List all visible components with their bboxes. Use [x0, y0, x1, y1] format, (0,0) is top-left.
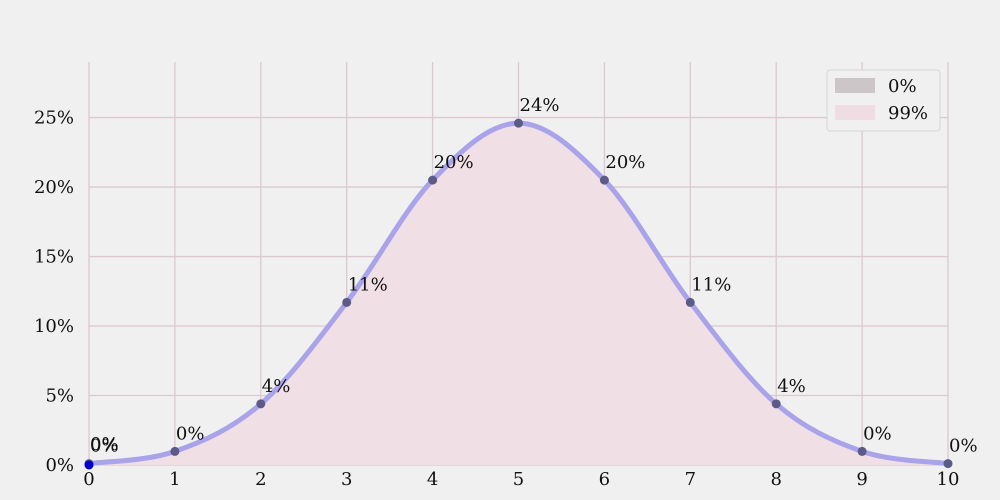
y-tick-label-5: 25% [34, 108, 74, 129]
legend-label-1: 99% [888, 103, 928, 124]
data-point-3 [342, 297, 352, 307]
data-label-10: 0% [949, 436, 978, 457]
y-tick-label-0: 0% [45, 455, 74, 476]
extra-data-label-0: 0% [90, 434, 119, 455]
data-label-7: 11% [691, 274, 731, 295]
data-point-6 [599, 175, 609, 185]
x-tick-label-0: 0 [83, 469, 94, 490]
data-label-1: 0% [176, 423, 205, 444]
data-point-9 [857, 446, 867, 456]
data-label-0: 0% [90, 436, 119, 457]
y-tick-label-2: 10% [34, 316, 74, 337]
data-point-7 [685, 297, 695, 307]
y-tick-label-1: 5% [45, 386, 74, 407]
y-tick-label-3: 15% [34, 247, 74, 268]
x-tick-label-3: 3 [341, 469, 352, 490]
data-label-3: 11% [348, 274, 388, 295]
data-point-10 [943, 459, 953, 469]
legend-swatch-0 [835, 78, 875, 93]
data-point-2 [256, 399, 266, 409]
origin-point [84, 460, 94, 470]
legend-swatch-1 [835, 105, 875, 120]
data-label-5: 24% [520, 95, 560, 116]
data-label-9: 0% [863, 423, 892, 444]
x-tick-label-4: 4 [427, 469, 438, 490]
x-tick-label-2: 2 [255, 469, 266, 490]
area-layer [89, 123, 948, 465]
data-labels: 0%0%4%11%20%24%20%11%4%0%0%0% [90, 95, 978, 456]
points-layer [84, 118, 953, 470]
legend: 0% 99% [826, 69, 941, 132]
x-tick-label-1: 1 [169, 469, 180, 490]
x-tick-label-9: 9 [856, 469, 867, 490]
x-tick-label-10: 10 [937, 469, 960, 490]
y-axis-ticks: 0% 5% 10% 15% 20% 25% [34, 108, 74, 476]
data-label-2: 4% [262, 376, 291, 397]
x-tick-label-6: 6 [599, 469, 610, 490]
data-point-5 [514, 118, 523, 128]
legend-label-0: 0% [888, 76, 917, 97]
x-tick-label-7: 7 [685, 469, 696, 490]
data-label-4: 20% [434, 152, 474, 173]
x-tick-label-8: 8 [770, 469, 781, 490]
data-label-6: 20% [605, 152, 645, 173]
data-point-8 [771, 399, 781, 409]
data-point-1 [170, 446, 180, 456]
x-axis-ticks: 0 1 2 3 4 5 6 7 8 9 10 [83, 469, 959, 490]
data-point-4 [428, 175, 438, 185]
area-fill [89, 123, 948, 465]
y-tick-label-4: 20% [34, 177, 74, 198]
data-label-8: 4% [777, 376, 806, 397]
x-tick-label-5: 5 [513, 469, 524, 490]
